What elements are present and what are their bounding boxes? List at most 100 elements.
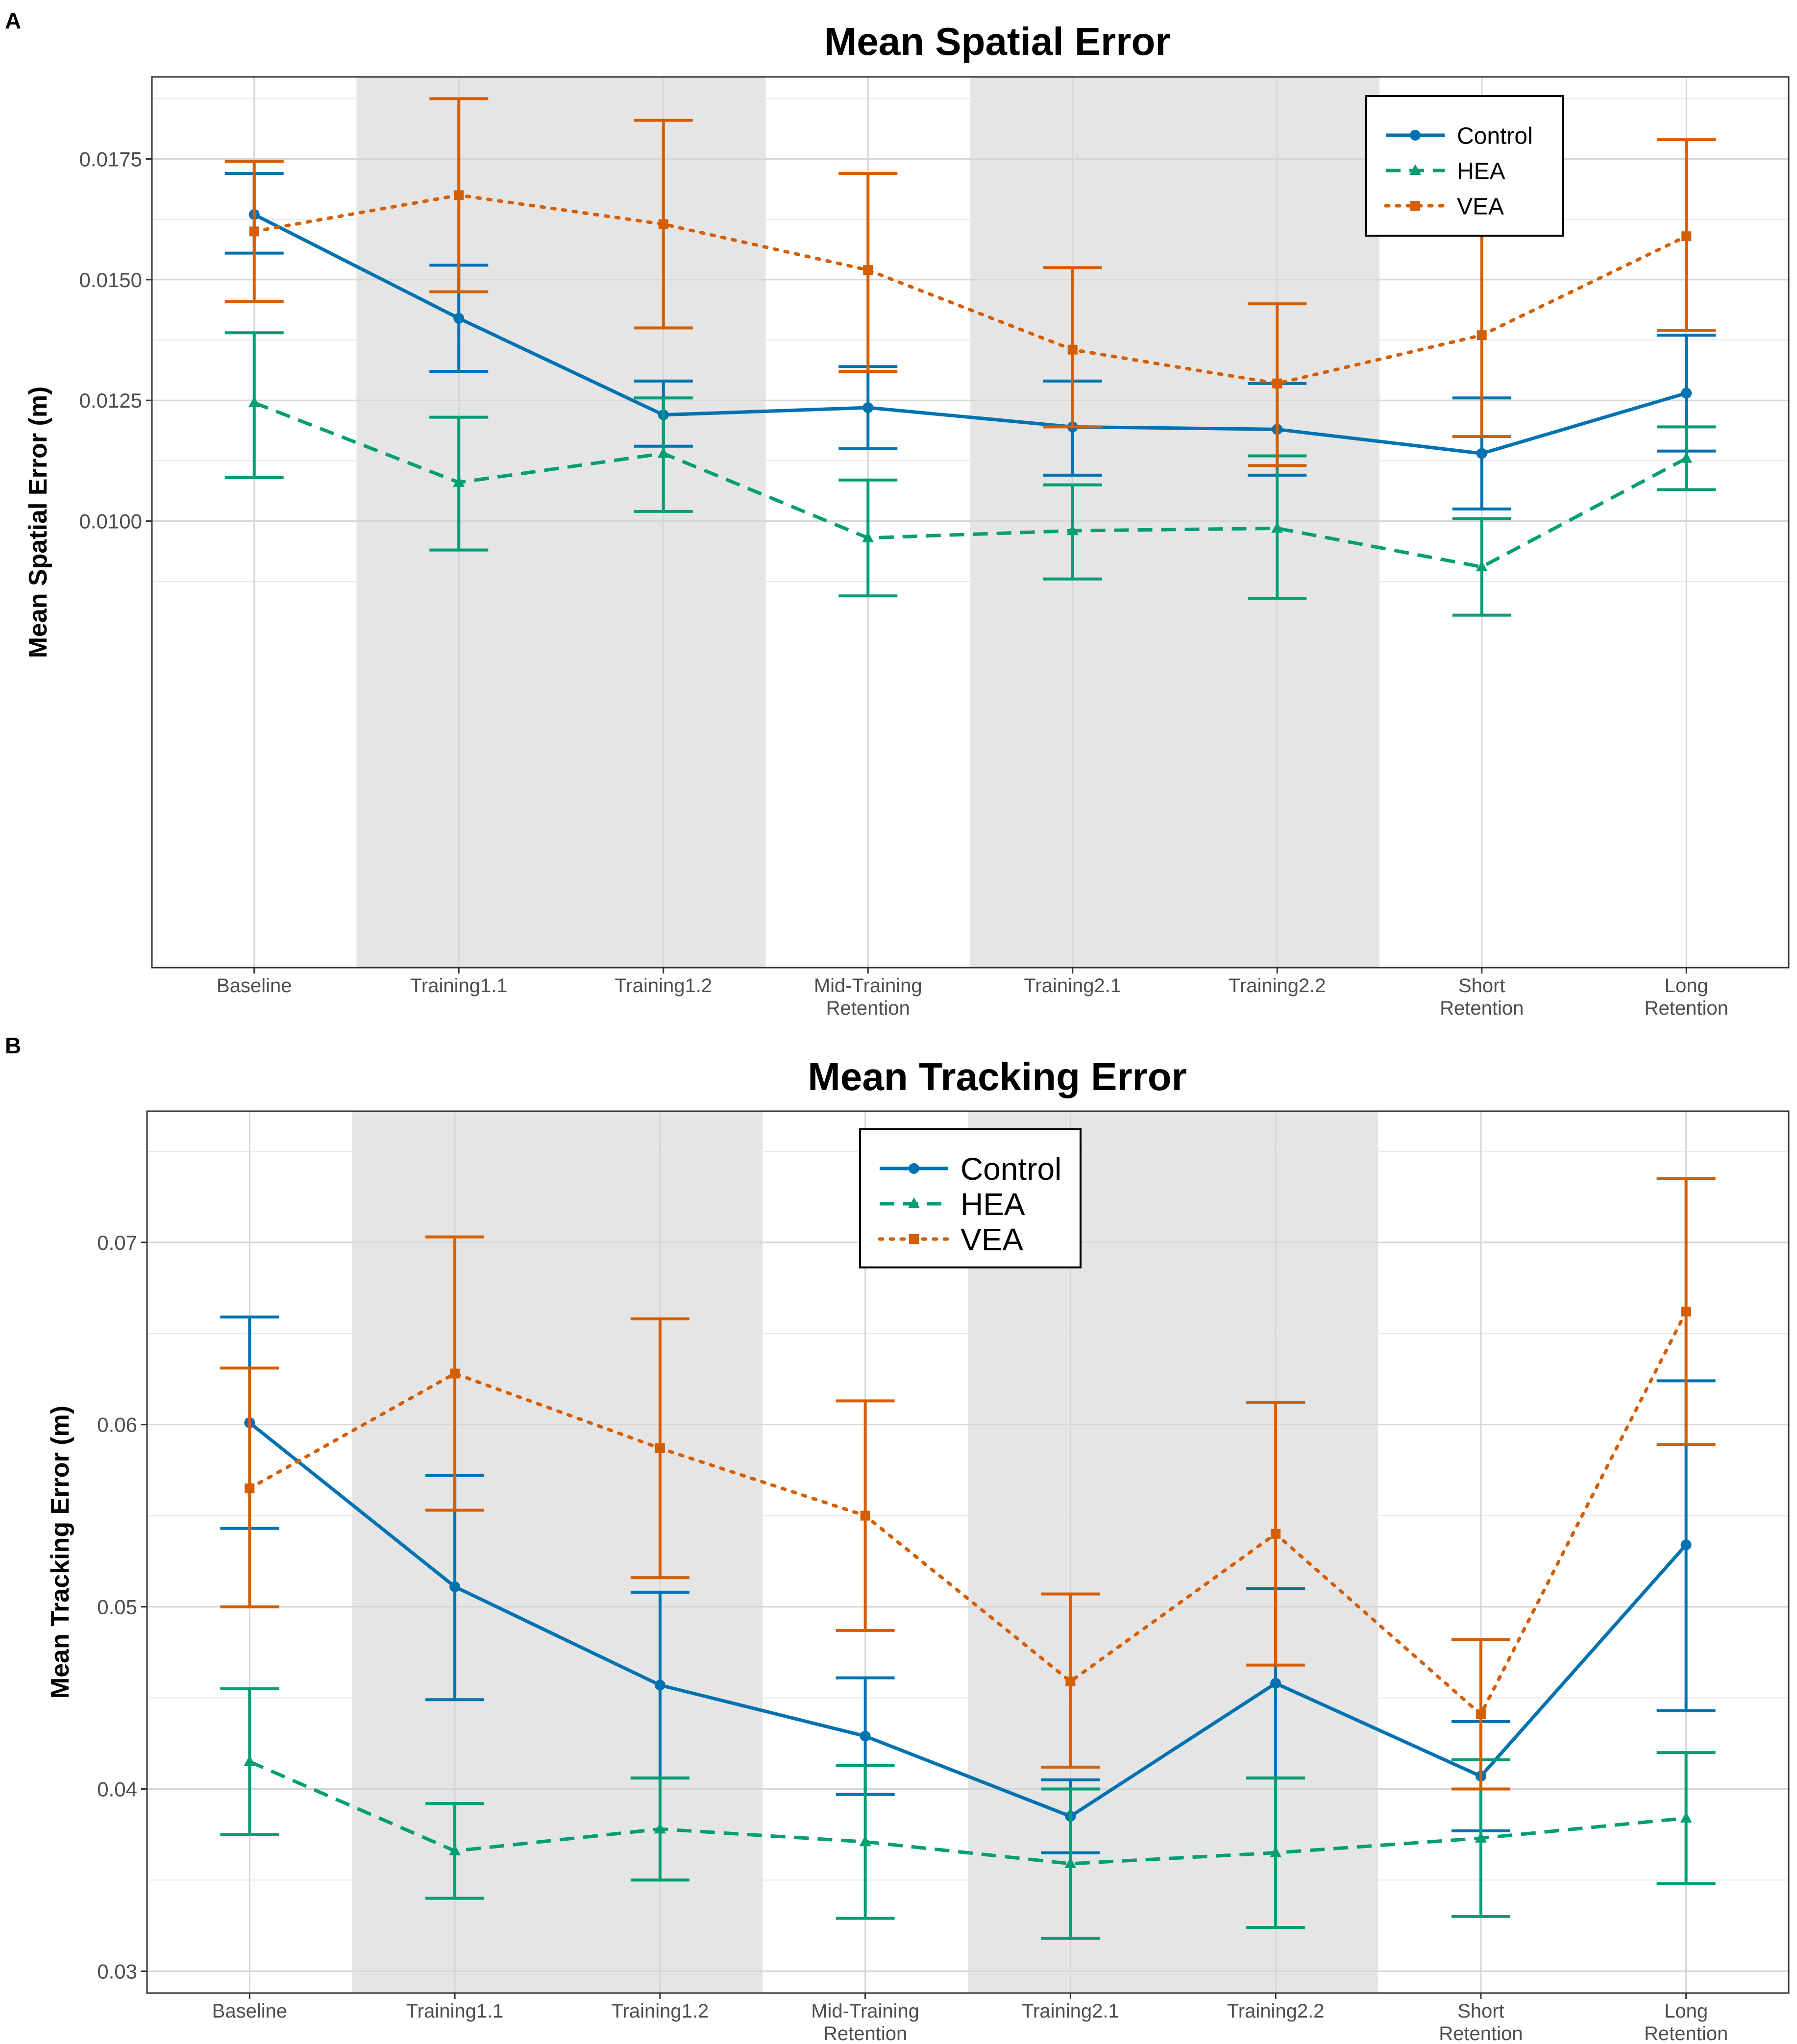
legend-label-hea: HEA bbox=[960, 1187, 1025, 1222]
point-marker-triangle bbox=[248, 396, 260, 408]
shaded-region-1 bbox=[352, 1111, 763, 1993]
x-tick-label: Long Retention bbox=[1644, 2000, 1728, 2044]
x-tick-label: Short Retention bbox=[1440, 975, 1524, 1019]
series-line-vea bbox=[252, 193, 1688, 386]
point-marker-square bbox=[658, 219, 668, 229]
point-marker-square bbox=[1476, 1709, 1486, 1719]
x-tick-label: Training1.2 bbox=[612, 2000, 709, 2022]
point-marker-square bbox=[1271, 1529, 1281, 1539]
x-tick-label: Training2.1 bbox=[1022, 2000, 1119, 2022]
legend-label-hea: HEA bbox=[1457, 158, 1505, 184]
legend-label-control: Control bbox=[1457, 123, 1533, 149]
y-axis-label: Mean Spatial Error (m) bbox=[24, 387, 52, 658]
legend-box bbox=[1365, 95, 1564, 237]
shaded-region-1 bbox=[356, 77, 766, 968]
y-tick-label: 0.06 bbox=[97, 1413, 137, 1436]
x-tick-label: Training2.2 bbox=[1229, 975, 1326, 997]
chart-panel-b: B Mean Tracking Error 0.03 0.04 0.05 0.06 0.07… bbox=[5, 1033, 1790, 2044]
point-marker-triangle bbox=[654, 1823, 666, 1834]
point-marker-triangle bbox=[1475, 1831, 1487, 1843]
point-marker-triangle bbox=[244, 1755, 256, 1766]
series-line-control bbox=[248, 1421, 1688, 1819]
point-marker-circle bbox=[862, 402, 874, 413]
legend-marker-triangle bbox=[908, 1197, 920, 1208]
point-marker-circle bbox=[1476, 448, 1487, 459]
point-marker-square bbox=[1681, 1307, 1691, 1317]
chart-title: Mean Spatial Error bbox=[824, 20, 1171, 63]
point-marker-square bbox=[655, 1443, 665, 1454]
point-marker-circle bbox=[1680, 1539, 1692, 1551]
point-marker-square bbox=[454, 190, 464, 200]
point-marker-square bbox=[450, 1368, 460, 1379]
point-marker-triangle bbox=[1476, 560, 1488, 572]
point-marker-square bbox=[1681, 231, 1692, 242]
point-marker-circle bbox=[860, 1730, 871, 1742]
point-marker-triangle bbox=[862, 532, 874, 543]
x-tick-label: Training1.2 bbox=[615, 975, 712, 997]
legend: Control HEA VEA bbox=[1365, 95, 1564, 237]
point-marker-square bbox=[1065, 1677, 1076, 1687]
x-tick-label: Mid-Training Retention bbox=[814, 975, 922, 1019]
y-tick-label: 0.0175 bbox=[79, 148, 142, 171]
legend-marker-circle bbox=[909, 1163, 919, 1174]
legend-marker-square bbox=[1410, 201, 1420, 211]
x-tick-label: Training2.1 bbox=[1024, 975, 1121, 997]
y-tick-label: 0.0100 bbox=[79, 510, 142, 533]
y-tick-label: 0.03 bbox=[97, 1960, 137, 1983]
point-marker-triangle bbox=[1064, 1857, 1077, 1868]
series-vea bbox=[220, 1177, 1716, 1791]
point-marker-triangle bbox=[1066, 524, 1079, 535]
x-tick-label: Baseline bbox=[217, 975, 292, 997]
legend-label-control: Control bbox=[960, 1151, 1061, 1187]
point-marker-circle bbox=[1681, 388, 1692, 399]
point-marker-triangle bbox=[1680, 1811, 1692, 1823]
point-marker-circle bbox=[1270, 1678, 1281, 1689]
point-marker-circle bbox=[449, 1581, 461, 1592]
point-marker-triangle bbox=[859, 1835, 871, 1847]
y-axis-label: Mean Tracking Error (m) bbox=[46, 1406, 74, 1699]
series-vea bbox=[224, 97, 1716, 467]
panel-letter: A bbox=[5, 8, 21, 33]
x-tick-label: Short Retention bbox=[1439, 2000, 1523, 2044]
x-tick-label: Training1.1 bbox=[406, 2000, 504, 2022]
x-tick-label: Baseline bbox=[212, 2000, 287, 2022]
series-line-control bbox=[253, 213, 1687, 456]
y-tick-label: 0.07 bbox=[97, 1231, 137, 1254]
x-tick-label: Mid-Training Retention bbox=[811, 2000, 919, 2044]
legend-marker-circle bbox=[1410, 130, 1421, 141]
chart-title: Mean Tracking Error bbox=[808, 1055, 1187, 1098]
legend-box bbox=[859, 1128, 1082, 1268]
point-marker-triangle bbox=[1270, 1846, 1282, 1857]
y-tick-label: 0.05 bbox=[97, 1596, 137, 1619]
point-marker-square bbox=[860, 1510, 870, 1521]
point-marker-circle bbox=[654, 1679, 665, 1691]
y-tick-label: 0.0125 bbox=[79, 389, 142, 412]
series-line-vea bbox=[247, 1310, 1688, 1717]
x-tick-label: Training2.2 bbox=[1227, 2000, 1325, 2022]
shaded-region-2 bbox=[970, 77, 1379, 968]
point-marker-triangle bbox=[453, 476, 465, 487]
plot-border bbox=[151, 76, 1790, 969]
point-marker-square bbox=[1067, 344, 1078, 355]
panel-letter: B bbox=[5, 1033, 21, 1058]
legend-marker-triangle bbox=[1409, 164, 1421, 175]
point-marker-triangle bbox=[1680, 452, 1693, 463]
point-marker-triangle bbox=[657, 447, 669, 458]
point-marker-square bbox=[249, 226, 259, 237]
series-line-hea bbox=[253, 401, 1687, 569]
point-marker-square bbox=[1477, 330, 1487, 341]
point-marker-square bbox=[1272, 378, 1282, 389]
series-hea bbox=[224, 331, 1716, 617]
legend-label-vea: VEA bbox=[960, 1222, 1023, 1257]
x-tick-label: Training1.1 bbox=[410, 975, 508, 997]
y-tick-label: 0.0150 bbox=[79, 268, 142, 292]
point-marker-circle bbox=[453, 313, 465, 324]
chart-panel-a: A Mean Spatial Error 0.0100 0.0125 0.0150 0.0… bbox=[5, 8, 1790, 1019]
y-tick-label: 0.04 bbox=[97, 1777, 137, 1801]
legend-label-vea: VEA bbox=[1457, 194, 1504, 219]
point-marker-triangle bbox=[1271, 522, 1283, 533]
legend-marker-square bbox=[909, 1234, 919, 1244]
point-marker-triangle bbox=[449, 1844, 461, 1855]
